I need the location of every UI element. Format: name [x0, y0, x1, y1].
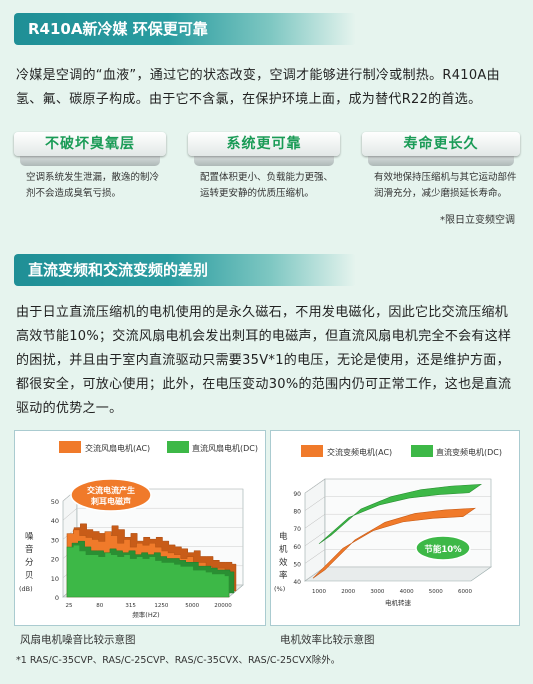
- legend-swatch-dc: [411, 445, 433, 457]
- legend-swatch-ac: [59, 441, 81, 453]
- annotation-text: 节能10%: [424, 544, 462, 555]
- y-tick-label: 20: [51, 556, 59, 564]
- section-title: R410A新冷媒 环保更可靠: [28, 20, 208, 38]
- feature-label-text: 寿命更长久: [403, 136, 479, 152]
- y-tick-label: 0: [55, 594, 59, 602]
- y-tick-label: 60: [293, 544, 301, 551]
- legend-label-ac: 交流变频电机(AC): [327, 447, 392, 457]
- x-tick-label: 1000: [312, 589, 326, 595]
- annotation-bubble: [70, 478, 152, 512]
- dc-series-area: [66, 544, 230, 598]
- dc-series-ribbon: [318, 483, 483, 545]
- chip-base: [194, 156, 334, 166]
- legend-label-dc: 直流变频电机(DC): [436, 447, 502, 457]
- x-tick-label: 1250: [154, 603, 168, 609]
- legend-swatch-dc: [167, 441, 189, 453]
- y-axis-label: 机: [279, 544, 288, 555]
- footnote-hitachi-only: *限日立变频空调: [440, 215, 515, 226]
- y-axis-label: 音: [25, 544, 34, 555]
- y-tick-label: 70: [293, 526, 301, 533]
- y-tick-label: 90: [293, 491, 301, 498]
- chip-face: 系统更可靠: [188, 132, 340, 156]
- x-tick-label: 3000: [370, 589, 384, 595]
- chip-base: [368, 156, 514, 166]
- feature-label-text: 系统更可靠: [226, 136, 302, 152]
- y-tick-label: 40: [293, 579, 301, 586]
- y-tick-label: 30: [51, 536, 59, 544]
- grid-line: [62, 508, 78, 521]
- section-title-bar: 直流变频和交流变频的差别: [14, 254, 356, 286]
- chart-floor: [304, 566, 492, 582]
- y-axis-label: 效: [279, 557, 288, 568]
- y-tick-label: 10: [51, 575, 59, 583]
- x-tick-label: 5000: [429, 589, 443, 595]
- section-paragraph: 由于日立直流压缩机的电机使用的是永久磁石，不用发电磁化，因此它比交流压缩机高效节…: [16, 305, 512, 416]
- annotation-text: 交流电流产生: [87, 485, 135, 495]
- grid-line: [304, 478, 326, 494]
- y-axis-label: (%): [274, 585, 285, 593]
- y-axis-label: 贝: [25, 571, 34, 581]
- x-axis-label: 电机转速: [385, 598, 412, 607]
- footnote: *1 RAS/C-35CVP、RAS/C-25CVP、RAS/C-35CVX、R…: [16, 655, 341, 666]
- y-axis-label: 分: [25, 558, 34, 568]
- legend-swatch-ac: [301, 445, 323, 457]
- section-title-bar: R410A新冷媒 环保更可靠: [14, 13, 356, 45]
- chip-face: 不破坏臭氧层: [14, 132, 166, 156]
- feature-label-text: 不破坏臭氧层: [45, 136, 135, 152]
- x-tick-label: 315: [125, 603, 136, 609]
- annotation-bubble: [415, 535, 471, 561]
- y-tick-label: 50: [51, 498, 59, 506]
- y-tick-label: 80: [293, 509, 301, 516]
- legend-label-dc: 直流风扇电机(DC): [192, 443, 258, 453]
- annotation-text: 刺耳电磁声: [90, 496, 131, 506]
- efficiency-chart-caption: 电机效率比较示意图: [280, 634, 375, 646]
- feature-desc-reliable: 配置体积更小、负载能力更强、运转更安静的优质压缩机。: [200, 172, 334, 199]
- feature-label-ozone: 不破坏臭氧层: [14, 132, 166, 172]
- x-tick-label: 25: [66, 603, 73, 609]
- x-tick-label: 5000: [185, 603, 199, 609]
- y-axis-label: 率: [279, 570, 288, 581]
- ac-series-ribbon: [312, 507, 477, 579]
- x-tick-label: 20000: [214, 603, 232, 609]
- feature-label-lifetime: 寿命更长久: [362, 132, 520, 172]
- x-tick-label: 2000: [341, 589, 355, 595]
- x-tick-label: 4000: [400, 589, 414, 595]
- feature-desc-ozone: 空调系统发生泄漏，散逸的制冷剂不会造成臭氧亏损。: [26, 172, 160, 199]
- grid-line: [304, 513, 326, 529]
- y-tick-label: 40: [51, 517, 59, 525]
- section-title: 直流变频和交流变频的差别: [28, 261, 209, 279]
- efficiency-chart: 40 50 60 70 80 90 交流变频电机(AC) 直流变频电机(DC) 电机效率 (%) 1…: [270, 430, 520, 626]
- chip-face: 寿命更长久: [362, 132, 520, 156]
- y-axis-label: (dB): [19, 585, 33, 593]
- noise-chart-caption: 风扇电机噪音比较示意图: [20, 634, 136, 646]
- legend-label-ac: 交流风扇电机(AC): [85, 443, 150, 453]
- x-axis-label: 频率(HZ): [132, 610, 159, 619]
- chip-base: [20, 156, 160, 166]
- grid-line: [304, 549, 326, 564]
- grid-line: [304, 496, 326, 511]
- efficiency-chart-svg: 40 50 60 70 80 90 交流变频电机(AC) 直流变频电机(DC) 电机效率 (%) 1…: [274, 445, 502, 607]
- y-tick-label: 50: [293, 561, 301, 568]
- grid-line: [304, 531, 326, 547]
- noise-chart: 0 10 20 30 40 50 交流风扇电机(AC) 直流风扇电机(DC) 噪音分贝 (dB) 2…: [14, 430, 266, 626]
- chart-side-wall: [304, 478, 326, 582]
- section-paragraph: 冷媒是空调的“血液”，通过它的状态改变，空调才能够进行制冷或制热。R410A由氢…: [16, 68, 500, 107]
- x-tick-label: 80: [96, 603, 103, 609]
- x-tick-label: 6000: [458, 589, 472, 595]
- feature-desc-lifetime: 有效地保持压缩机与其它运动部件润滑充分，减少磨损延长寿命。: [374, 172, 517, 199]
- y-axis-label: 电: [279, 531, 288, 542]
- feature-label-reliable: 系统更可靠: [188, 132, 340, 172]
- y-axis-label: 噪: [25, 532, 34, 542]
